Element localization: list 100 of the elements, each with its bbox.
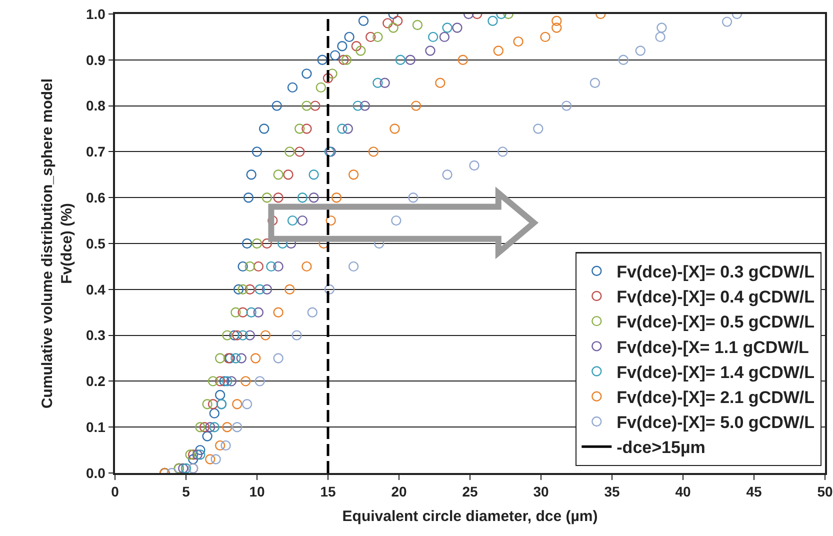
- legend-label: -dce>15µm: [616, 438, 706, 458]
- point: [230, 353, 241, 364]
- point: [656, 22, 667, 33]
- x-tick-label: 50: [817, 484, 833, 500]
- point: [246, 170, 256, 180]
- legend-label: Fv(dce)-[X]= 1.4 gCDW/L: [616, 362, 815, 382]
- point: [214, 353, 226, 364]
- point: [272, 100, 282, 111]
- point: [442, 170, 452, 180]
- y-tick-label: 0.4: [86, 281, 106, 298]
- point: [252, 146, 262, 157]
- point: [561, 100, 572, 111]
- point: [294, 124, 305, 134]
- legend-label: Fv(dce)-[X]= 0.3 gCDW/L: [616, 262, 815, 282]
- point: [317, 54, 328, 65]
- y-tick-label: 0.2: [86, 373, 106, 390]
- y-axis-title: Cumulative volume distribution_sphere model Fv(dce) (%): [39, 78, 76, 409]
- point: [205, 422, 216, 432]
- x-tick-label: 30: [533, 484, 549, 500]
- point: [366, 32, 376, 42]
- point: [287, 82, 298, 93]
- point: [233, 284, 244, 294]
- point: [273, 261, 284, 272]
- point: [250, 353, 261, 364]
- point: [253, 261, 264, 272]
- point: [232, 330, 242, 340]
- y-tick-label: 0.6: [86, 190, 106, 206]
- point: [273, 192, 284, 203]
- point: [316, 82, 326, 93]
- point: [308, 192, 319, 203]
- point: [214, 440, 226, 451]
- point: [238, 261, 248, 272]
- point: [337, 124, 348, 134]
- point: [226, 376, 237, 386]
- point: [493, 46, 504, 56]
- point: [439, 32, 450, 42]
- x-tick-label: 15: [320, 484, 336, 500]
- point: [222, 376, 232, 386]
- point: [412, 20, 423, 30]
- point: [348, 170, 359, 180]
- point: [287, 215, 298, 226]
- y-tick-label: 0.3: [86, 327, 106, 344]
- point: [284, 284, 295, 294]
- point: [254, 376, 265, 386]
- point: [391, 215, 402, 226]
- point: [238, 330, 248, 340]
- point: [232, 422, 242, 432]
- point: [342, 124, 353, 134]
- point: [326, 215, 336, 226]
- point: [262, 192, 272, 203]
- point: [331, 192, 342, 203]
- point: [214, 376, 226, 386]
- point: [229, 330, 240, 340]
- point: [284, 146, 295, 157]
- y-tick-label: 0.0: [86, 464, 106, 481]
- point: [208, 399, 218, 410]
- point: [210, 454, 221, 464]
- point: [246, 307, 256, 318]
- legend-label: Fv(dce)-[X]= 2.1 gCDW/L: [616, 388, 815, 407]
- point: [244, 261, 255, 272]
- point: [408, 192, 418, 203]
- point: [262, 238, 272, 249]
- point: [178, 463, 188, 473]
- point: [209, 422, 220, 432]
- point: [513, 36, 524, 47]
- point: [352, 100, 363, 111]
- point: [351, 41, 362, 52]
- point: [327, 68, 338, 79]
- point: [302, 100, 312, 111]
- point: [428, 32, 438, 42]
- point: [262, 284, 272, 294]
- point: [202, 399, 212, 410]
- point: [344, 32, 354, 42]
- point: [540, 32, 550, 42]
- x-tick-label: 5: [182, 484, 190, 500]
- x-tick-label: 20: [391, 484, 407, 500]
- point: [618, 54, 628, 65]
- point: [425, 46, 436, 56]
- point: [452, 22, 462, 33]
- point: [195, 450, 206, 460]
- point: [240, 376, 251, 386]
- point: [188, 450, 198, 460]
- point: [655, 32, 666, 42]
- point: [338, 54, 349, 65]
- point: [405, 54, 416, 65]
- point: [244, 330, 255, 340]
- point: [232, 399, 242, 410]
- point: [435, 78, 446, 88]
- point: [273, 353, 284, 364]
- x-axis-title: Equivalent circle diameter, dce (µm): [342, 508, 598, 526]
- point: [358, 16, 369, 26]
- y-tick-label: 0.8: [86, 98, 106, 114]
- point: [292, 330, 302, 340]
- point: [310, 100, 320, 111]
- point: [297, 192, 308, 203]
- point: [273, 307, 284, 318]
- point: [236, 353, 246, 364]
- point: [488, 16, 498, 26]
- point: [302, 68, 312, 79]
- point: [260, 330, 271, 340]
